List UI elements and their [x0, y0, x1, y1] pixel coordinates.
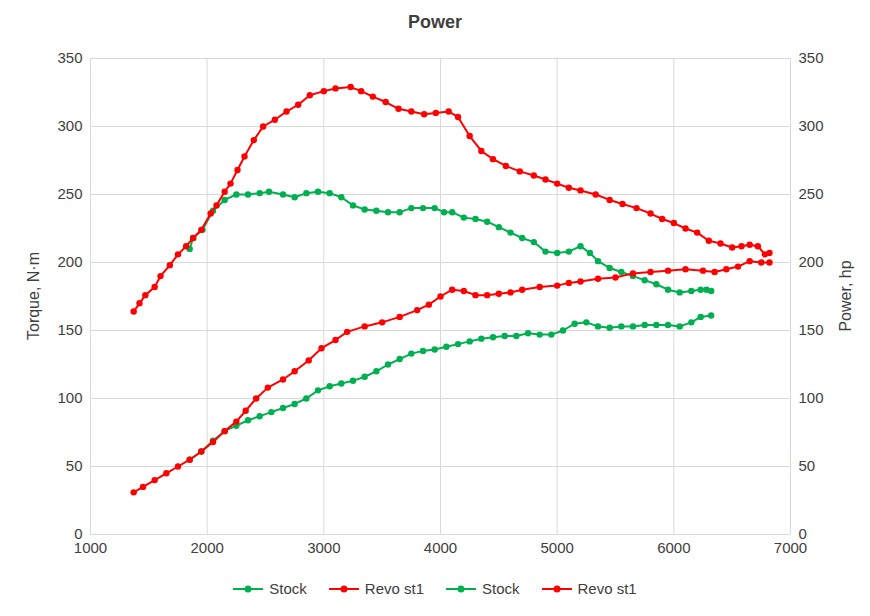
html-text:Revo st1: Revo st1	[577, 580, 637, 597]
html-text:Stock: Stock	[269, 580, 307, 597]
svg-text:200: 200	[799, 253, 824, 270]
svg-text:50: 50	[66, 457, 83, 474]
svg-text:300: 300	[57, 117, 82, 134]
svg-text:4000: 4000	[424, 539, 457, 556]
svg-text:250: 250	[799, 185, 824, 202]
html-text:Revo st1: Revo st1	[364, 580, 424, 597]
html-text:Torque, N·m: Torque, N·m	[25, 252, 42, 340]
svg-text:7000: 7000	[773, 539, 808, 557]
html-text:Stock: Stock	[482, 580, 520, 597]
svg-text:300: 300	[799, 117, 824, 134]
svg-text:3000: 3000	[307, 539, 340, 556]
svg-text:50: 50	[799, 457, 816, 474]
svg-text:100: 100	[57, 389, 82, 406]
html-text:Power, hp: Power, hp	[837, 260, 854, 332]
svg-text:150: 150	[799, 321, 824, 338]
svg-text:0: 0	[799, 525, 807, 542]
svg-text:6000: 6000	[657, 539, 690, 556]
svg-text:2000: 2000	[190, 539, 223, 556]
svg-text:250: 250	[57, 185, 82, 202]
svg-text:350: 350	[799, 49, 824, 66]
html-text:Power: Power	[408, 12, 462, 32]
svg-text:100: 100	[799, 389, 824, 406]
svg-text:0: 0	[74, 525, 82, 542]
svg-text:200: 200	[57, 253, 82, 270]
svg-text:5000: 5000	[540, 539, 573, 556]
svg-text:350: 350	[57, 49, 82, 66]
svg-text:150: 150	[57, 321, 82, 338]
svg-text:1000: 1000	[73, 539, 108, 557]
